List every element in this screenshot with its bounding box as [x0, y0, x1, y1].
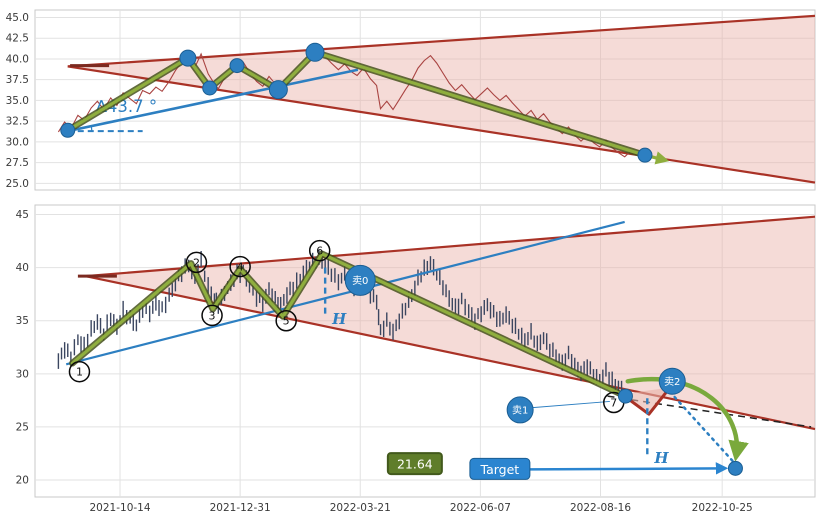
- sell-marker[interactable]: [344, 264, 376, 296]
- y-tick-label: 45.0: [6, 12, 29, 24]
- sell-marker-label: 卖0: [352, 275, 368, 287]
- wave-circle[interactable]: [185, 251, 208, 274]
- sell-marker-label: 卖2: [664, 376, 680, 388]
- pivot-dot[interactable]: [617, 388, 633, 404]
- y-tick-label: 25.0: [6, 178, 29, 190]
- x-tick-label: 2022-10-25: [692, 502, 753, 514]
- black-dashed-line[interactable]: [607, 395, 812, 428]
- y-tick-label: 25: [16, 421, 29, 433]
- sell1-connector-line: [531, 400, 610, 409]
- trend-line-blue[interactable]: [65, 220, 625, 366]
- wave-circle[interactable]: [275, 309, 297, 332]
- sell-marker[interactable]: [658, 367, 686, 395]
- y-tick-label: 30: [16, 368, 29, 380]
- wedge-fill: [85, 216, 815, 429]
- y-tick-label: 20: [16, 475, 29, 487]
- wave-number: 6: [316, 245, 323, 258]
- h-label: H: [331, 310, 347, 328]
- wave-number: 1: [76, 366, 83, 379]
- y-tick-label: 27.5: [6, 157, 29, 169]
- x-tick-label: 2022-06-07: [450, 502, 511, 514]
- x-tick-label: 2021-10-14: [90, 502, 151, 514]
- wedge-fill: [67, 15, 816, 183]
- wave-number: 4: [237, 261, 244, 274]
- price-tag-label: 21.64: [397, 457, 433, 472]
- target-dot[interactable]: [727, 460, 743, 476]
- sell-marker-label: 卖1: [512, 404, 528, 416]
- green-projection-arrow[interactable]: [625, 376, 749, 462]
- y-tick-label: 45: [16, 209, 29, 221]
- angle-arc: [90, 125, 93, 132]
- wave-circle[interactable]: [229, 255, 251, 278]
- support-line-blue[interactable]: [67, 68, 359, 133]
- x-tick-label: 2022-08-16: [570, 502, 631, 514]
- pivot-dot[interactable]: [179, 49, 197, 67]
- wave-number: 2: [193, 256, 200, 269]
- sell-marker[interactable]: [506, 396, 534, 424]
- y-tick-label: 35.0: [6, 95, 29, 107]
- y-tick-label: 42.5: [6, 33, 29, 45]
- pivot-dot[interactable]: [202, 80, 218, 96]
- wave-circle[interactable]: [308, 239, 331, 262]
- x-tick-label: 2021-12-31: [210, 502, 271, 514]
- target-arrow: [529, 462, 729, 475]
- y-tick-label: 40.0: [6, 53, 29, 65]
- x-tick-label: 2022-03-21: [330, 502, 391, 514]
- zigzag-line[interactable]: [70, 252, 621, 395]
- pivot-dot[interactable]: [637, 147, 653, 163]
- y-tick-label: 40: [16, 262, 29, 274]
- target-label: Target: [480, 462, 520, 477]
- wave-number: 7: [610, 396, 617, 409]
- wave-circle[interactable]: [68, 360, 91, 383]
- pivot-dot[interactable]: [305, 42, 325, 62]
- y-tick-label: 32.5: [6, 116, 29, 128]
- bottom-panel-frame: [34, 204, 816, 498]
- pivot-dot[interactable]: [229, 58, 245, 74]
- h-label: H: [653, 449, 669, 467]
- y-tick-label: 35: [16, 315, 29, 327]
- wave-number: 5: [283, 315, 290, 328]
- wave-number: 3: [209, 309, 216, 322]
- dotted-projection-line[interactable]: [668, 390, 737, 466]
- y-tick-label: 30.0: [6, 136, 29, 148]
- wedge-lower-line[interactable]: [67, 65, 816, 184]
- target-box[interactable]: [469, 457, 531, 480]
- y-tick-label: 37.5: [6, 74, 29, 86]
- price-tag-box[interactable]: [386, 452, 443, 476]
- wave-circle[interactable]: [201, 304, 223, 327]
- pivot-dot[interactable]: [60, 122, 76, 138]
- wedge-upper-line[interactable]: [85, 215, 816, 278]
- pennant-fill: [621, 387, 670, 415]
- pivot-dot[interactable]: [268, 80, 288, 100]
